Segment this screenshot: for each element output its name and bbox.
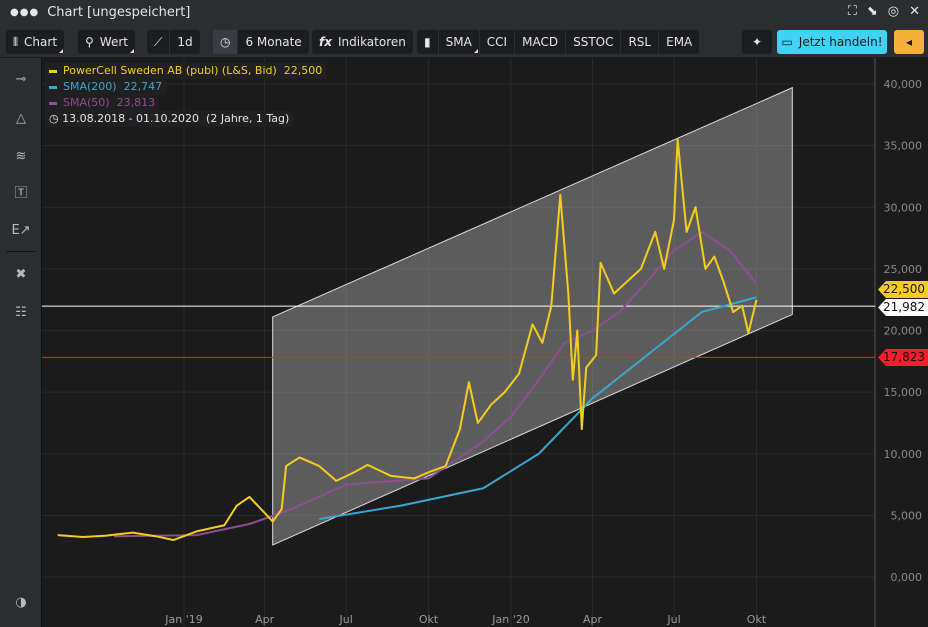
price-tag: 22,500 [878,281,928,298]
legend-sma200: SMA(200) 22,747 [45,79,167,95]
target-icon[interactable]: ◎ [887,4,900,19]
search-icon: ⚲ [85,35,94,49]
window-title: Chart [ungespeichert] [47,5,191,20]
title-bar: ●●● Chart [ungespeichert] ⛶ ⬊ ◎ ✕ [0,0,928,25]
caret-left-icon: ◂ [905,35,913,49]
y-tick-label: 40,000 [884,78,923,91]
text-tool-icon[interactable]: 🅃 [14,186,28,201]
line-chart-icon: ⟋ [154,34,163,49]
x-tick-label: Jul [339,613,353,626]
clock-button[interactable]: ◷ [213,30,239,54]
series-line-powercell-sweden-ab-publ-l-s-bid- [57,138,758,542]
indicators-button[interactable]: fx Indikatoren [312,30,413,54]
interval-button[interactable]: 1d [177,35,193,49]
clock-icon: ◷ [220,35,231,49]
candles-icon: ⫴ [13,34,19,49]
wert-label: Wert [99,35,128,49]
y-tick-label: 0,000 [891,571,923,584]
x-tick-label: Jan '19 [164,613,202,626]
y-tick-label: 20,000 [884,325,923,338]
trade-button[interactable]: ▭ Jetzt handeln! [777,30,887,54]
sidebar-divider [6,251,36,252]
menu-dots-icon[interactable]: ●●● [10,7,40,18]
price-chart[interactable]: Jan '19 Apr Jul Okt Jan '20 Apr Jul Okt 0,000 5,0… [42,58,928,627]
x-tick-label: Jul [666,613,680,626]
legend-sma50: SMA(50) 23,813 [45,95,160,111]
y-tick-label: 5,000 [891,509,923,522]
y-tick-label: 30,000 [884,201,923,214]
indicator-sma[interactable]: SMA [439,30,480,54]
fullscreen-icon[interactable]: ⛶ [847,4,857,19]
line-tool-icon[interactable]: ⊸ [15,72,27,87]
clock-icon: ◷ [49,112,59,125]
bookmark-button[interactable]: ▮ [417,30,439,54]
x-tick-label: Jan '20 [491,613,529,626]
red-line-tag: 17,823 [878,349,928,366]
fibonacci-tool-icon[interactable]: ≋ [15,149,27,164]
popout-icon[interactable]: ⬊ [866,4,878,19]
legend-range: ◷ 13.08.2018 - 01.10.2020 (2 Jahre, 1 Ta… [45,111,294,127]
search-button[interactable]: ⚲ Wert [78,30,135,54]
x-tick-label: Apr [583,613,603,626]
x-tick-label: Okt [419,613,439,626]
chart-legend: PowerCell Sweden AB (publ) (L&S, Bid) 22… [45,63,327,127]
series-line-sma-200- [319,296,757,521]
legend-price: PowerCell Sweden AB (publ) (L&S, Bid) 22… [45,63,327,79]
indicator-macd[interactable]: MACD [515,30,567,54]
drawing-sidebar: ⊸ △ ≋ 🅃 E↗ ✖ ☷ ◑ [0,58,42,627]
layout-icon[interactable]: ☷ [15,305,27,320]
trade-label: Jetzt handeln! [798,35,883,49]
indicator-sstoc[interactable]: SSTOC [566,30,622,54]
bookmark-icon: ▮ [424,35,431,49]
sparkle-icon: ✦ [751,35,763,49]
line-type-button[interactable]: ⟋ [147,30,171,54]
tools-icon[interactable]: ✖ [15,267,27,282]
toolbar: ⫴ Chart ⚲ Wert ⟋ 1d ◷ 6 Monate fx Indikatoren… [0,25,928,58]
white-line-tag: 21,982 [878,299,928,316]
range-button[interactable]: 6 Monate [245,35,302,49]
triangle-tool-icon[interactable]: △ [16,111,26,126]
x-tick-label: Okt [747,613,767,626]
close-icon[interactable]: ✕ [909,4,920,19]
money-icon: ▭ [781,35,793,49]
trend-channel [272,86,793,546]
x-tick-label: Apr [255,613,275,626]
y-tick-label: 25,000 [884,263,923,276]
fx-icon: fx [319,35,332,49]
indicators-label: Indikatoren [337,35,406,49]
indicator-ema[interactable]: EMA [666,35,693,49]
chart-label: Chart [24,35,58,49]
chart-type-button[interactable]: ⫴ Chart [6,30,64,54]
indicator-rsl[interactable]: RSL [621,30,660,54]
annotate-tool-icon[interactable]: E↗ [11,223,31,238]
contrast-icon[interactable]: ◑ [15,595,27,610]
sparkle-button[interactable]: ✦ [742,30,772,54]
indicator-cci[interactable]: CCI [480,30,516,54]
y-tick-label: 15,000 [884,386,923,399]
collapse-button[interactable]: ◂ [894,30,924,54]
y-tick-label: 10,000 [884,448,923,461]
y-tick-label: 35,000 [884,140,923,153]
